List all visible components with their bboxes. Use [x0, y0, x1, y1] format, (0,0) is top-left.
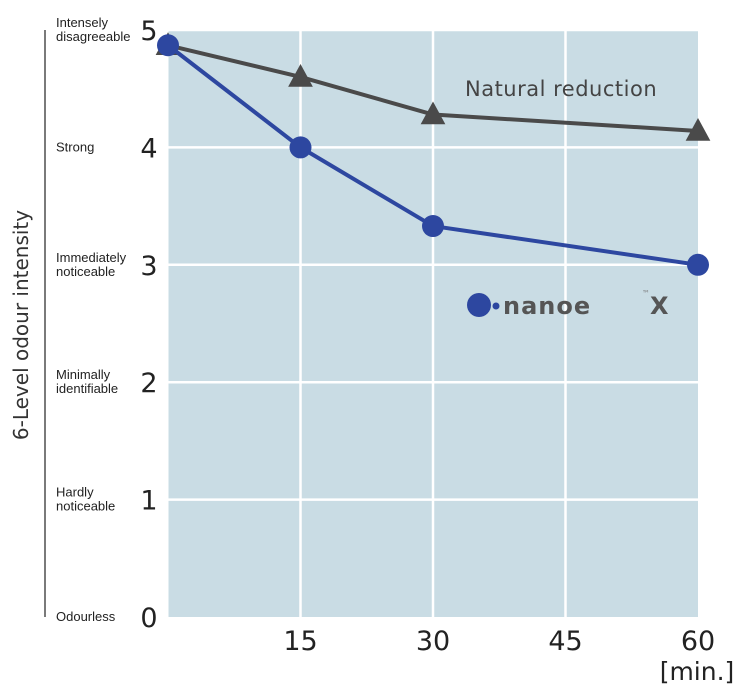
x-tick-label: 45 — [548, 626, 582, 657]
y-tick-label: 2 — [140, 368, 157, 399]
y-level-label: noticeable — [56, 499, 115, 514]
data-point — [422, 215, 444, 238]
data-point — [420, 101, 446, 125]
data-point — [685, 117, 711, 141]
y-level-labels: IntenselydisagreeableStrongImmediatelyno… — [56, 15, 130, 624]
y-tick-label: 5 — [140, 16, 157, 47]
y-level-label: Hardly — [56, 485, 94, 500]
series-nanoex — [157, 34, 709, 276]
nanoex-logo-mark-icon — [467, 293, 491, 317]
y-tick-labels: 0 1 2 3 4 5 — [140, 16, 157, 634]
y-tick-label: 4 — [140, 133, 157, 164]
nanoex-logo-text: nanoe — [503, 292, 591, 320]
data-point — [157, 34, 179, 57]
x-tick-label: 15 — [283, 626, 317, 657]
y-level-label: Immediately — [56, 250, 127, 265]
nanoex-logo-tm: ™ — [642, 289, 650, 298]
x-tick-label: 60 — [681, 626, 715, 657]
nanoex-logo: nanoe X ™ — [467, 289, 670, 320]
x-axis-unit: [min.] — [660, 657, 735, 686]
y-tick-label: 0 — [140, 603, 157, 634]
y-level-label: disagreeable — [56, 29, 130, 44]
data-point — [289, 136, 312, 159]
y-level-label: noticeable — [56, 264, 115, 279]
series-line — [167, 43, 699, 133]
y-tick-label: 3 — [140, 251, 157, 282]
data-series — [155, 32, 711, 276]
x-tick-labels: 15 30 45 60 — [283, 626, 715, 657]
y-level-label: Odourless — [56, 609, 116, 624]
data-point — [288, 63, 313, 87]
nanoex-logo-dot-icon — [492, 302, 500, 310]
grid-lines — [168, 28, 698, 617]
y-level-label: Intensely — [56, 15, 109, 30]
y-level-label: identifiable — [56, 381, 118, 396]
x-tick-label: 30 — [416, 626, 450, 657]
y-level-label: Minimally — [56, 367, 111, 382]
y-level-label: Strong — [56, 139, 94, 154]
natural-reduction-annotation: Natural reduction — [465, 77, 657, 101]
nanoex-logo-x: X — [650, 292, 670, 320]
series-line — [166, 43, 699, 267]
y-tick-label: 1 — [140, 486, 157, 517]
y-axis-title: 6-Level odour intensity — [9, 210, 33, 440]
data-point — [687, 253, 709, 276]
